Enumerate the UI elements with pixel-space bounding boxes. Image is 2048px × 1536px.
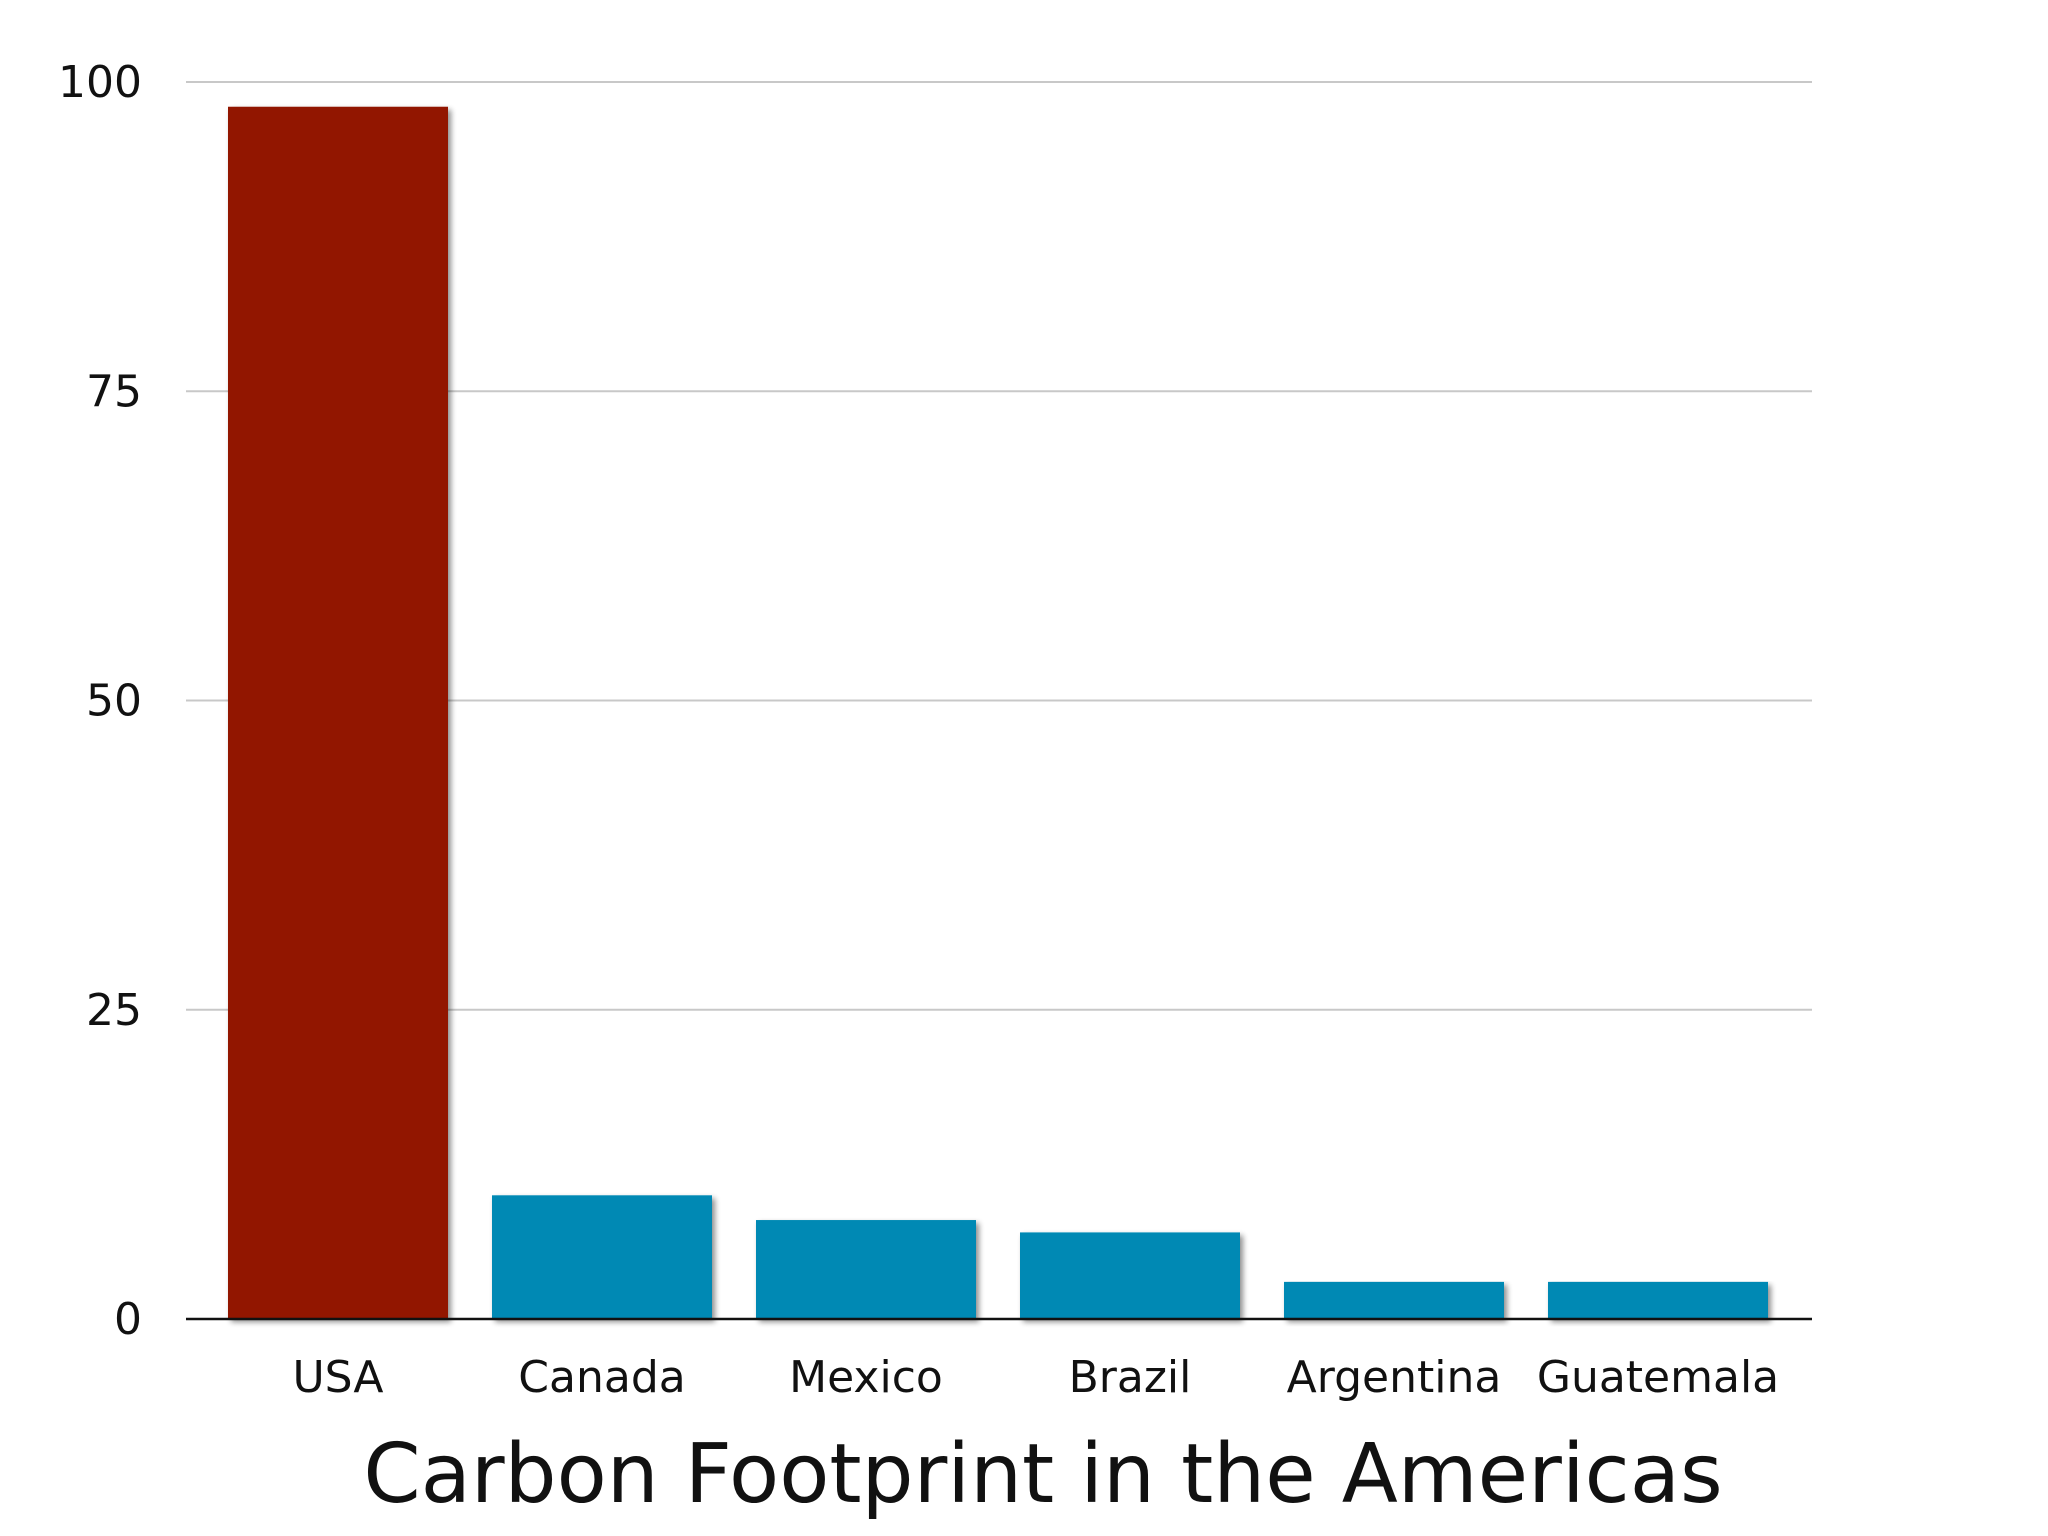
y-tick-label: 25 bbox=[86, 985, 142, 1036]
bar-brazil bbox=[1020, 1232, 1240, 1319]
bars bbox=[228, 106, 1768, 1320]
bar-canada bbox=[492, 1195, 712, 1319]
bar-guatemala bbox=[1548, 1281, 1768, 1319]
gridlines bbox=[186, 81, 1812, 1011]
chart-title: Carbon Footprint in the Americas bbox=[363, 1427, 1722, 1522]
y-axis-ticks: 0 25 50 75 100 bbox=[58, 57, 142, 1345]
y-tick-label: 50 bbox=[86, 676, 142, 727]
y-tick-label: 100 bbox=[58, 57, 142, 108]
x-axis-categories: USA Canada Mexico Brazil Argentina Guatemala bbox=[292, 1352, 1779, 1403]
x-category-label: Brazil bbox=[1069, 1352, 1192, 1403]
y-tick-label: 0 bbox=[114, 1294, 142, 1345]
x-category-label: Canada bbox=[518, 1352, 685, 1403]
bar-mexico bbox=[756, 1220, 976, 1319]
x-category-label: Mexico bbox=[789, 1352, 943, 1403]
bar-argentina bbox=[1284, 1281, 1504, 1319]
y-tick-label: 75 bbox=[86, 366, 142, 417]
x-category-label: Guatemala bbox=[1537, 1352, 1779, 1403]
x-category-label: USA bbox=[292, 1352, 383, 1403]
x-category-label: Argentina bbox=[1287, 1352, 1502, 1403]
bar-usa bbox=[228, 106, 448, 1320]
